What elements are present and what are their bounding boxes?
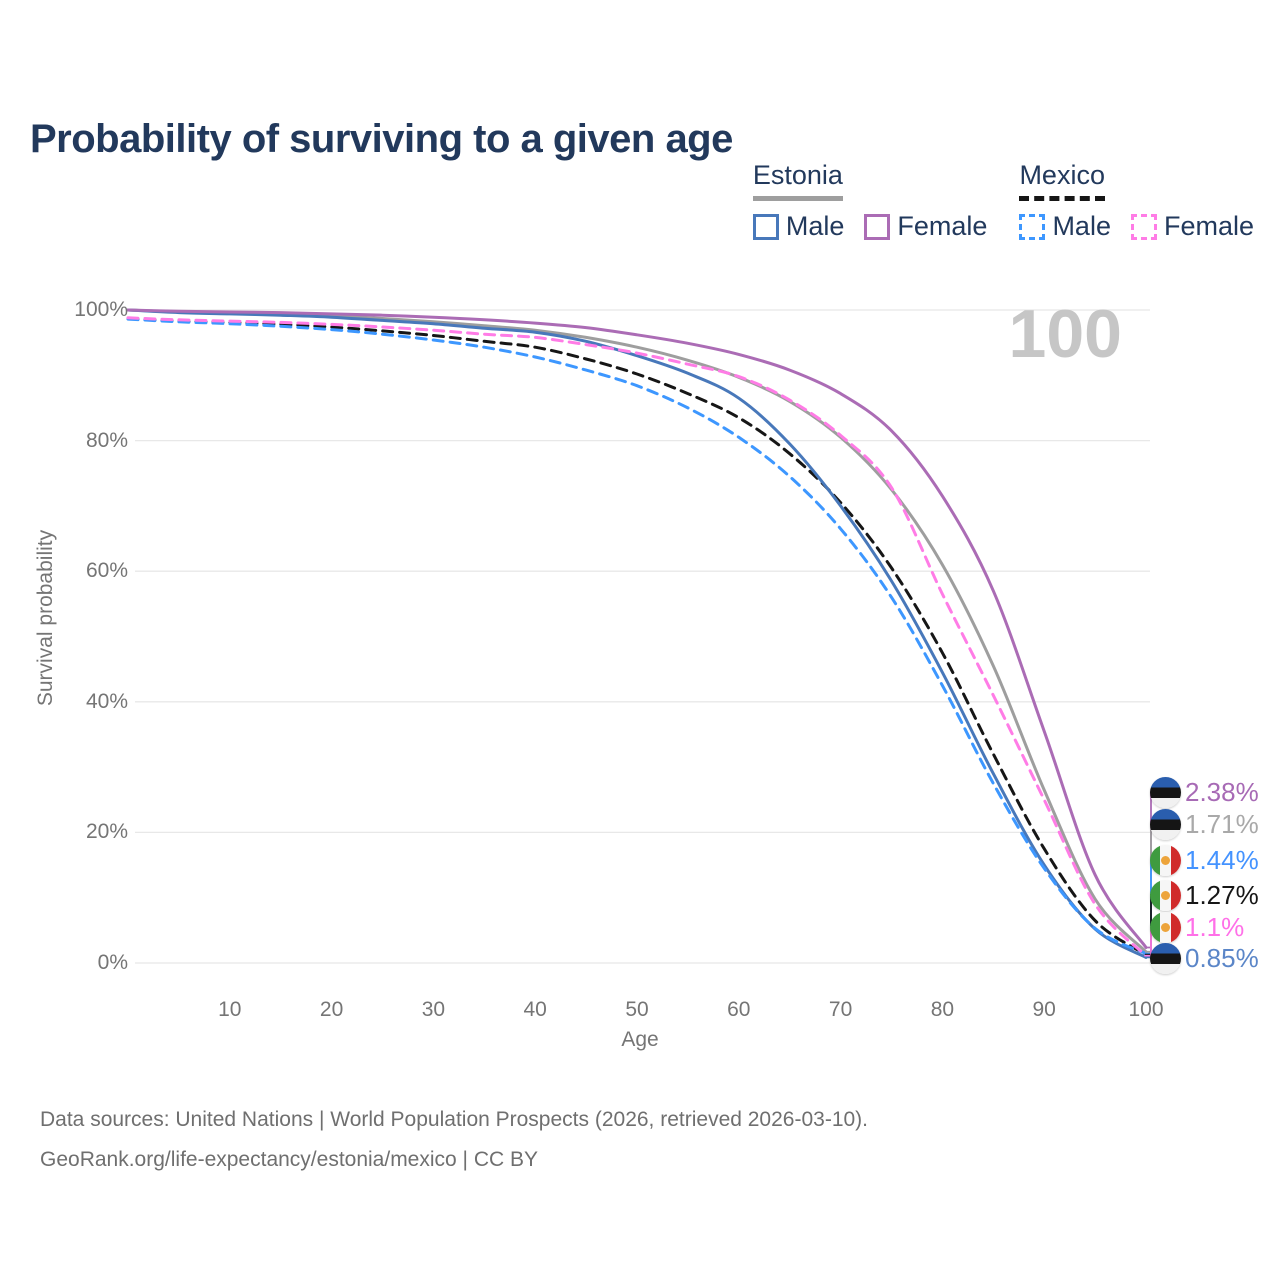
x-tick-label-10: 10: [218, 998, 242, 1021]
y-axis-title: Survival probability: [34, 529, 57, 707]
legend-item-mexico-male[interactable]: Male: [1019, 211, 1111, 242]
end-label-value: 0.85%: [1185, 942, 1259, 973]
curve-mexico-male[interactable]: [126, 317, 1148, 956]
mexico-flag-icon: [1150, 879, 1181, 911]
curve-estonia-male[interactable]: [126, 308, 1148, 959]
y-tick-label-60: 60%: [85, 559, 128, 583]
footer-data-sources: Data sources: United Nations | World Pop…: [40, 1108, 869, 1131]
legend-items-estonia: Male Female: [752, 211, 987, 242]
x-tick-label-100: 100: [1128, 998, 1164, 1021]
legend-swatch-mexico-female: [1130, 213, 1157, 240]
x-tick-label-30: 30: [421, 998, 446, 1021]
x-tick-label-40: 40: [523, 998, 547, 1021]
end-label-value: 1.27%: [1185, 879, 1259, 910]
y-tick-label-40: 40%: [85, 689, 128, 713]
age-watermark: 100: [1008, 296, 1122, 372]
mexico-flag-icon: [1150, 911, 1181, 943]
end-label-value: 1.44%: [1185, 844, 1259, 875]
legend-group-mexico: Mexico Male Female: [1019, 160, 1254, 242]
y-tick-label-0: 0%: [97, 951, 128, 974]
curve-estonia-female[interactable]: [126, 308, 1148, 949]
estonia-flag-icon: [1150, 776, 1181, 808]
curve-mexico-both[interactable]: [126, 317, 1148, 957]
legend-label-mexico-female: Female: [1163, 211, 1254, 241]
end-label-value: 1.1%: [1185, 911, 1245, 942]
end-label-estonia-female: 2.38%: [1150, 776, 1259, 808]
legend-item-estonia-male[interactable]: Male: [752, 211, 845, 242]
end-label-value: 2.38%: [1185, 776, 1259, 807]
footer-attribution: GeoRank.org/life-expectancy/estonia/mexi…: [40, 1148, 539, 1171]
legend-swatch-mexico-male: [1019, 213, 1046, 240]
legend-swatch-estonia-female: [864, 213, 891, 240]
legend-label-mexico-male: Male: [1052, 211, 1111, 241]
x-tick-label-60: 60: [727, 998, 751, 1021]
x-axis-title: Age: [621, 1028, 659, 1051]
legend-label-estonia-female: Female: [897, 211, 988, 241]
legend-label-estonia-male: Male: [785, 211, 845, 241]
end-label-mexico-both: 1.27%: [1150, 879, 1259, 911]
x-tick-label-80: 80: [930, 998, 955, 1021]
legend-header-mexico[interactable]: Mexico: [1019, 160, 1105, 201]
estonia-flag-icon: [1150, 942, 1181, 974]
curve-estonia-both[interactable]: [126, 308, 1148, 954]
end-label-value: 1.71%: [1185, 808, 1259, 839]
y-tick-label-20: 20%: [85, 820, 128, 844]
legend-item-mexico-female[interactable]: Female: [1130, 211, 1254, 242]
chart-title: Probability of surviving to a given age: [30, 116, 733, 161]
end-label-estonia-male: 0.85%: [1150, 942, 1259, 974]
legend-item-estonia-female[interactable]: Female: [864, 211, 987, 242]
x-tick-label-50: 50: [625, 998, 649, 1021]
curve-mexico-female[interactable]: [126, 316, 1148, 958]
legend-group-estonia: Estonia Male Female: [752, 160, 987, 242]
chart-legend: Estonia Male Female Mexico Male: [752, 160, 1254, 242]
legend-header-estonia[interactable]: Estonia: [752, 160, 843, 201]
estonia-flag-icon: [1150, 808, 1181, 840]
legend-items-mexico: Male Female: [1019, 211, 1254, 242]
end-label-estonia-both: 1.71%: [1150, 808, 1259, 840]
x-tick-label-70: 70: [828, 998, 853, 1021]
legend-swatch-estonia-male: [752, 213, 779, 240]
end-label-mexico-female: 1.1%: [1150, 911, 1244, 943]
mexico-flag-icon: [1150, 844, 1181, 876]
gridlines: [135, 309, 1150, 964]
y-tick-label-100: 100%: [74, 298, 128, 321]
x-tick-label-90: 90: [1032, 998, 1056, 1021]
y-tick-label-80: 80%: [85, 428, 128, 452]
x-tick-label-20: 20: [319, 998, 344, 1021]
end-label-mexico-male: 1.44%: [1150, 844, 1259, 876]
